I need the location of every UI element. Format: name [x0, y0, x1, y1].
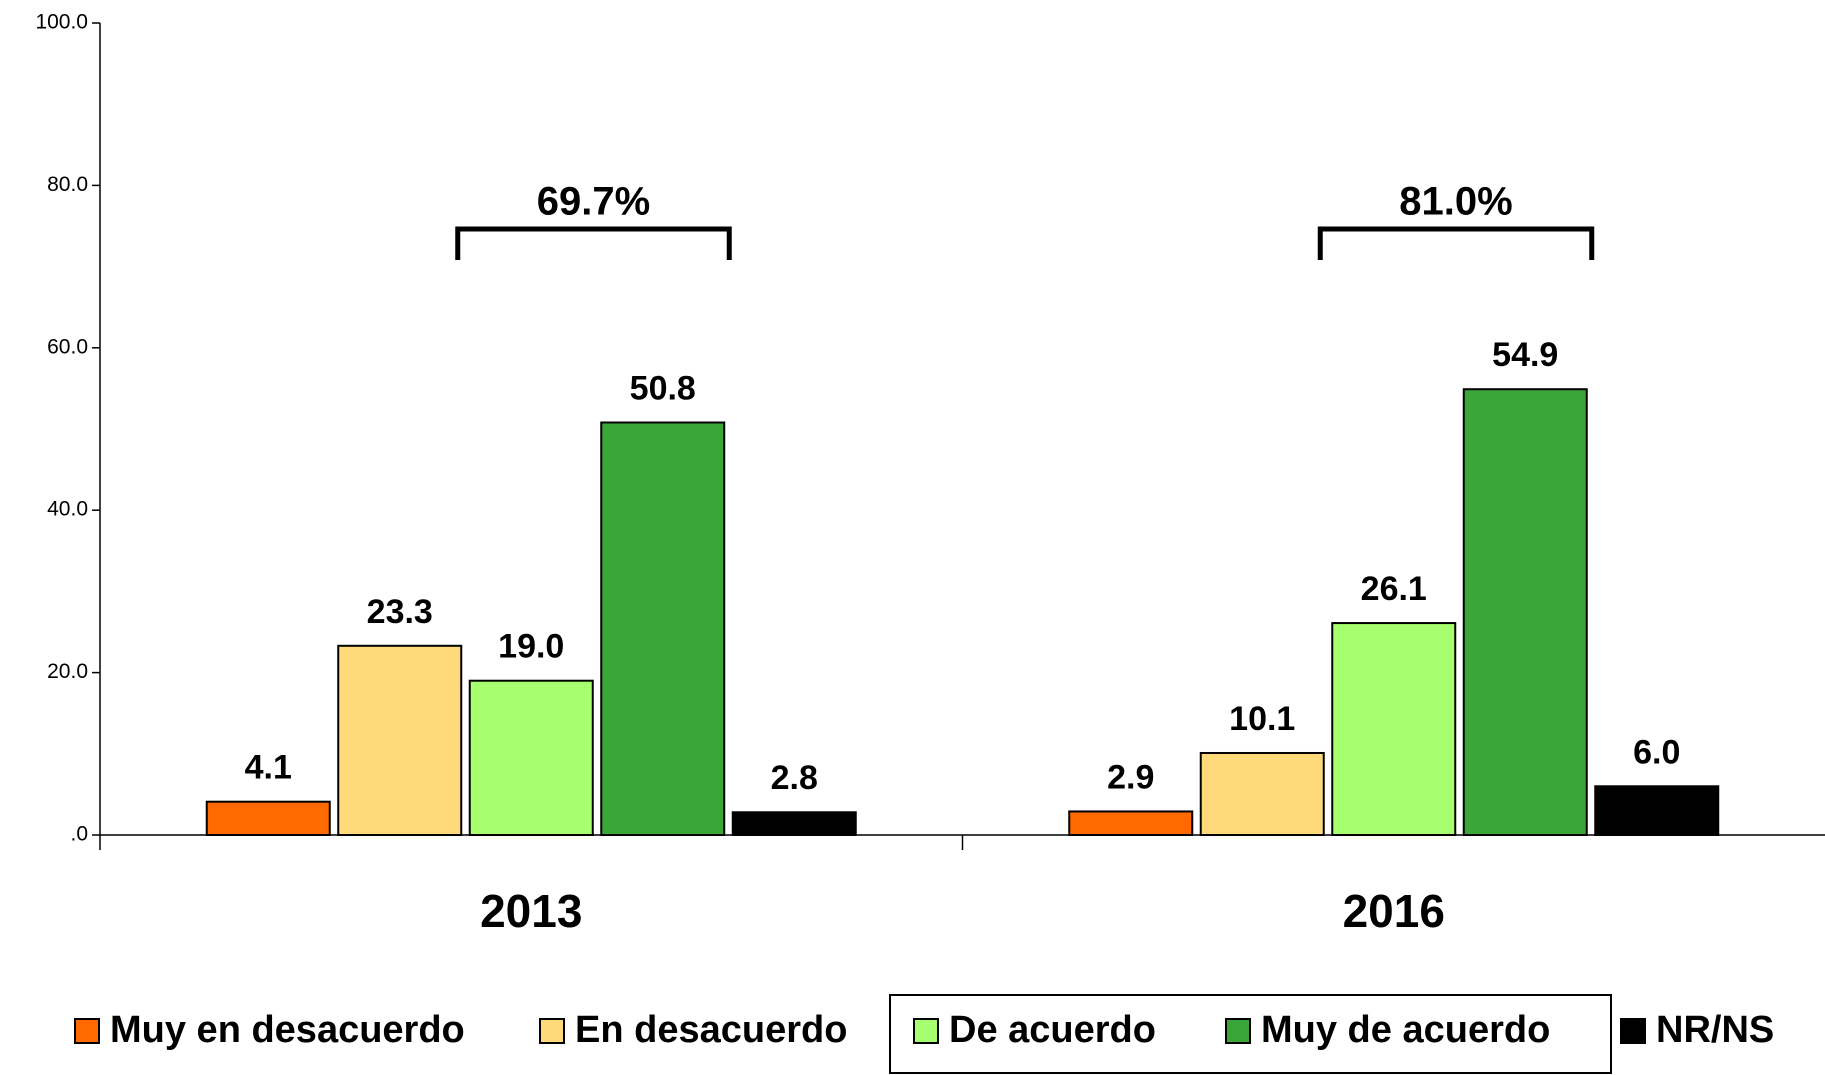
bar [600, 421, 726, 836]
y-tick-label: 40.0 [47, 498, 88, 521]
y-tick-label: 80.0 [47, 173, 88, 196]
legend-label: De acuerdo [949, 1009, 1156, 1051]
bar [468, 679, 594, 836]
bar [205, 800, 331, 837]
annotation: 81.0% [1399, 180, 1512, 224]
y-tick-label: 20.0 [47, 660, 88, 683]
legend-swatch [539, 1018, 565, 1044]
data-label: 26.1 [1361, 570, 1427, 608]
bar [1331, 622, 1457, 836]
bracket [1317, 226, 1595, 260]
legend-label: Muy en desacuerdo [110, 1009, 465, 1051]
bar [337, 644, 463, 837]
data-label: 2.8 [771, 759, 818, 797]
data-label: 50.8 [630, 369, 696, 407]
data-label: 10.1 [1229, 700, 1295, 738]
bar [1199, 751, 1325, 836]
legend-label: Muy de acuerdo [1261, 1009, 1550, 1051]
bar [731, 811, 857, 836]
legend-swatch [1620, 1018, 1646, 1044]
data-label: 2.9 [1107, 758, 1154, 796]
legend-swatch [74, 1018, 100, 1044]
bar [1462, 388, 1588, 836]
data-label: 19.0 [498, 628, 564, 666]
y-tick-label: .0 [70, 823, 88, 846]
data-label: 54.9 [1492, 336, 1558, 374]
data-label: 4.1 [245, 749, 292, 787]
y-tick-label: 100.0 [35, 11, 88, 34]
bar [1068, 810, 1194, 837]
legend-swatch [1225, 1018, 1251, 1044]
bar [1594, 785, 1720, 837]
legend-swatch [913, 1018, 939, 1044]
bracket [455, 226, 732, 260]
x-tick-label: 2016 [1343, 885, 1445, 937]
data-label: 23.3 [367, 593, 433, 631]
annotation: 69.7% [537, 180, 650, 224]
legend-label: NR/NS [1656, 1009, 1774, 1051]
legend-label: En desacuerdo [575, 1009, 847, 1051]
y-tick-label: 60.0 [47, 335, 88, 358]
legend-box [889, 994, 1612, 1074]
data-label: 6.0 [1633, 733, 1680, 771]
x-tick-label: 2013 [480, 885, 582, 937]
